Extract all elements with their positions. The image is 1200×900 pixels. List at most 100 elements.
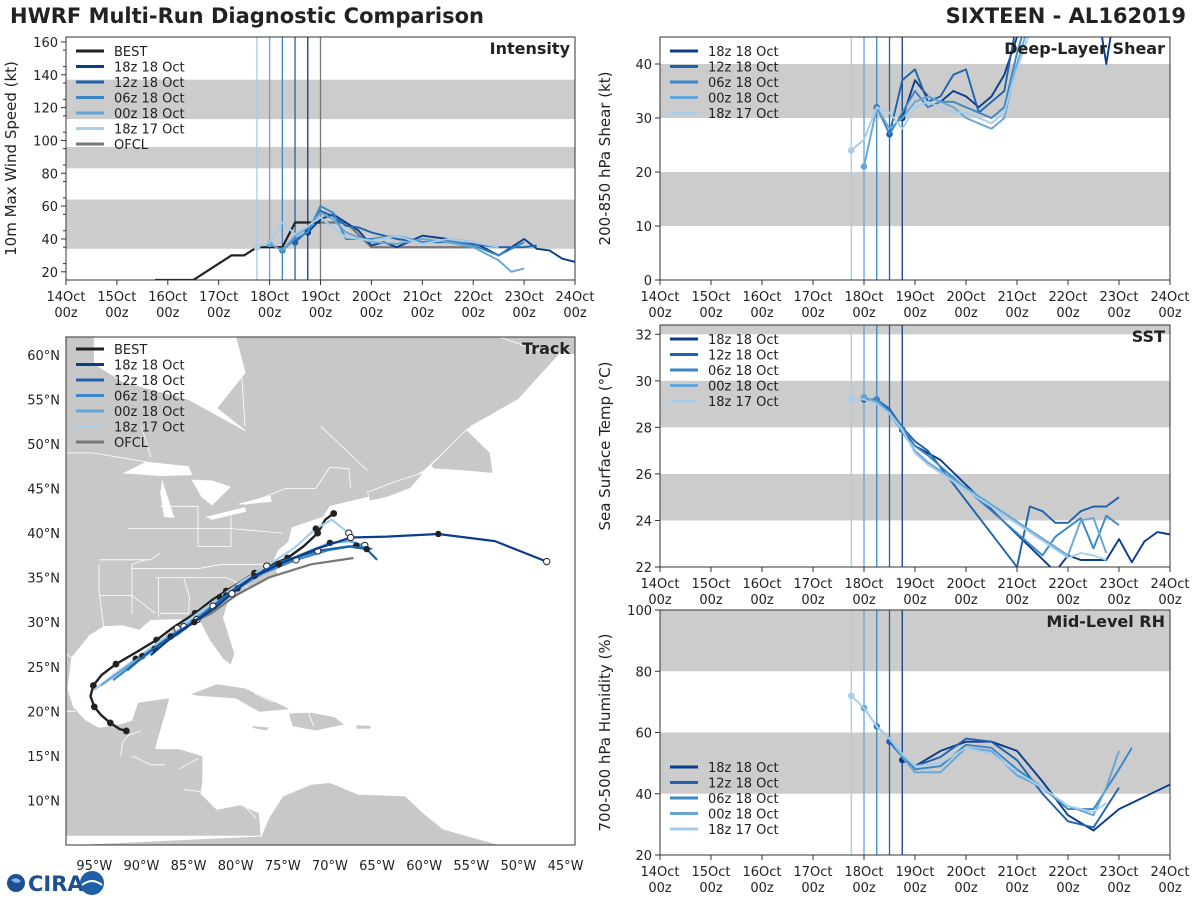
intensity-xtick-label: 00z [105,306,129,321]
intensity-legend-label-06z-18-oct: 06z 18 Oct [114,92,185,107]
shear-xtick-label: 00z [648,306,672,321]
sst-xtick-label: 21Oct [997,577,1036,592]
state-border [244,466,352,505]
landmass-nova-scotia [367,471,426,502]
track-lat-label: 50°N [27,438,60,453]
intensity-legend-label-best: BEST [114,45,147,60]
globe-icon [7,874,25,892]
rh-xtick-label: 00z [1005,881,1029,896]
rh-legend-label-00z-18-oct: 00z 18 Oct [708,808,779,823]
intensity-legend-label-00z-18-oct: 00z 18 Oct [114,107,185,122]
sst-xtick-label: 20Oct [946,577,985,592]
rh-xtick-label: 17Oct [793,865,832,880]
sst-xtick-label: 15Oct [691,577,730,592]
great-lake [122,461,193,476]
state-border [141,425,152,458]
state-border [320,425,368,471]
shear-xtick-label: 21Oct [997,290,1036,305]
shear-xtick-label: 19Oct [895,290,934,305]
great-lake [191,479,231,506]
sst-xtick-label: 00z [1158,593,1182,608]
sst-xtick-label: 00z [1107,593,1131,608]
shear-xtick-label: 00z [1056,306,1080,321]
intensity-ytick-label: 120 [33,102,58,117]
sst-init-point-18z-17-oct [847,396,855,403]
intensity-init-point-18z-17-oct [253,243,261,251]
rh-xtick-label: 15Oct [691,865,730,880]
state-border [244,806,257,819]
track-lon-label: 60°W [406,859,442,874]
sst-xtick-label: 00z [750,593,774,608]
track-lon-label: 80°W [218,859,254,874]
intensity-xtick-label: 23Oct [505,290,544,305]
cira-logo: CIRA [7,871,104,896]
shear-legend-label-00z-18-oct: 00z 18 Oct [708,92,779,107]
track-legend-label-ofcl: OFCL [114,436,149,451]
sst-xtick-label: 00z [954,593,978,608]
track-lon-label: 45°W [548,859,584,874]
sst-xtick-label: 16Oct [742,577,781,592]
rh-xtick-label: 00z [750,881,774,896]
state-border [99,552,161,561]
landmass-south-america [66,782,500,845]
track-lat-label: 15°N [27,750,60,765]
intensity-ytick-label: 100 [33,134,58,149]
landmass-newfoundland [430,429,494,474]
shear-ytick-label: 10 [635,220,652,235]
intensity-ytick-label: 160 [33,36,58,51]
shear-xtick-label: 20Oct [946,290,985,305]
intensity-ytick-label: 60 [41,200,58,215]
intensity-xtick-label: 00z [512,306,536,321]
track-legend-label-18z-18-oct: 18z 18 Oct [114,359,185,374]
sst-band [660,325,1170,335]
state-border [92,452,147,463]
rh-ytick-label: 40 [635,788,652,803]
sst-xtick-label: 23Oct [1099,577,1138,592]
sst-series-18z-17-oct [851,398,1107,561]
shear-series-00z-18-oct [863,37,1026,167]
track-lat-label: 30°N [27,616,60,631]
landmass-hispaniola [287,711,346,732]
track-map-area [66,337,575,845]
rh-xtick-label: 14Oct [640,865,679,880]
rh-xtick-label: 00z [648,881,672,896]
sst-plot-area [660,325,1170,567]
intensity-series-best [155,221,321,280]
rh-ytick-label: 60 [635,727,652,742]
forecast-point [543,557,551,566]
state-border [132,563,264,570]
shear-xtick-label: 17Oct [793,290,832,305]
track-lon-label: 65°W [359,859,395,874]
sst-xtick-label: 00z [801,593,825,608]
intensity-xtick-label: 17Oct [199,290,238,305]
shear-xtick-label: 00z [903,306,927,321]
intensity-legend-label-18z-17-oct: 18z 17 Oct [114,123,185,138]
sst-xtick-label: 00z [648,593,672,608]
state-border [127,528,283,534]
intensity-xtick-label: 00z [411,306,435,321]
great-lake [160,479,175,518]
great-lake [205,507,246,520]
sst-xtick-label: 22Oct [1048,577,1087,592]
shear-legend-label-12z-18-oct: 12z 18 Oct [708,61,779,76]
track-title: Track [522,339,570,358]
intensity-xtick-label: 00z [563,306,587,321]
intensity-title: Intensity [490,39,571,58]
shear-series-12z-18-oct [888,37,1016,135]
rh-xtick-label: 20Oct [946,865,985,880]
track-lat-label: 35°N [27,572,60,587]
intensity-xtick-label: 15Oct [97,290,136,305]
intensity-xtick-label: 00z [309,306,333,321]
sst-xtick-label: 19Oct [895,577,934,592]
rh-xtick-label: 21Oct [997,865,1036,880]
shear-xtick-label: 00z [1158,306,1182,321]
state-border [183,789,201,792]
intensity-xtick-label: 00z [207,306,231,321]
sst-band [660,473,1170,521]
shear-xtick-label: 14Oct [640,290,679,305]
shear-legend-label-18z-17-oct: 18z 17 Oct [708,107,779,122]
sst-ylabel: Sea Surface Temp (°C) [596,361,614,530]
intensity-xtick-label: 20Oct [352,290,391,305]
state-border [240,354,246,427]
intensity-xtick-label: 24Oct [555,290,594,305]
